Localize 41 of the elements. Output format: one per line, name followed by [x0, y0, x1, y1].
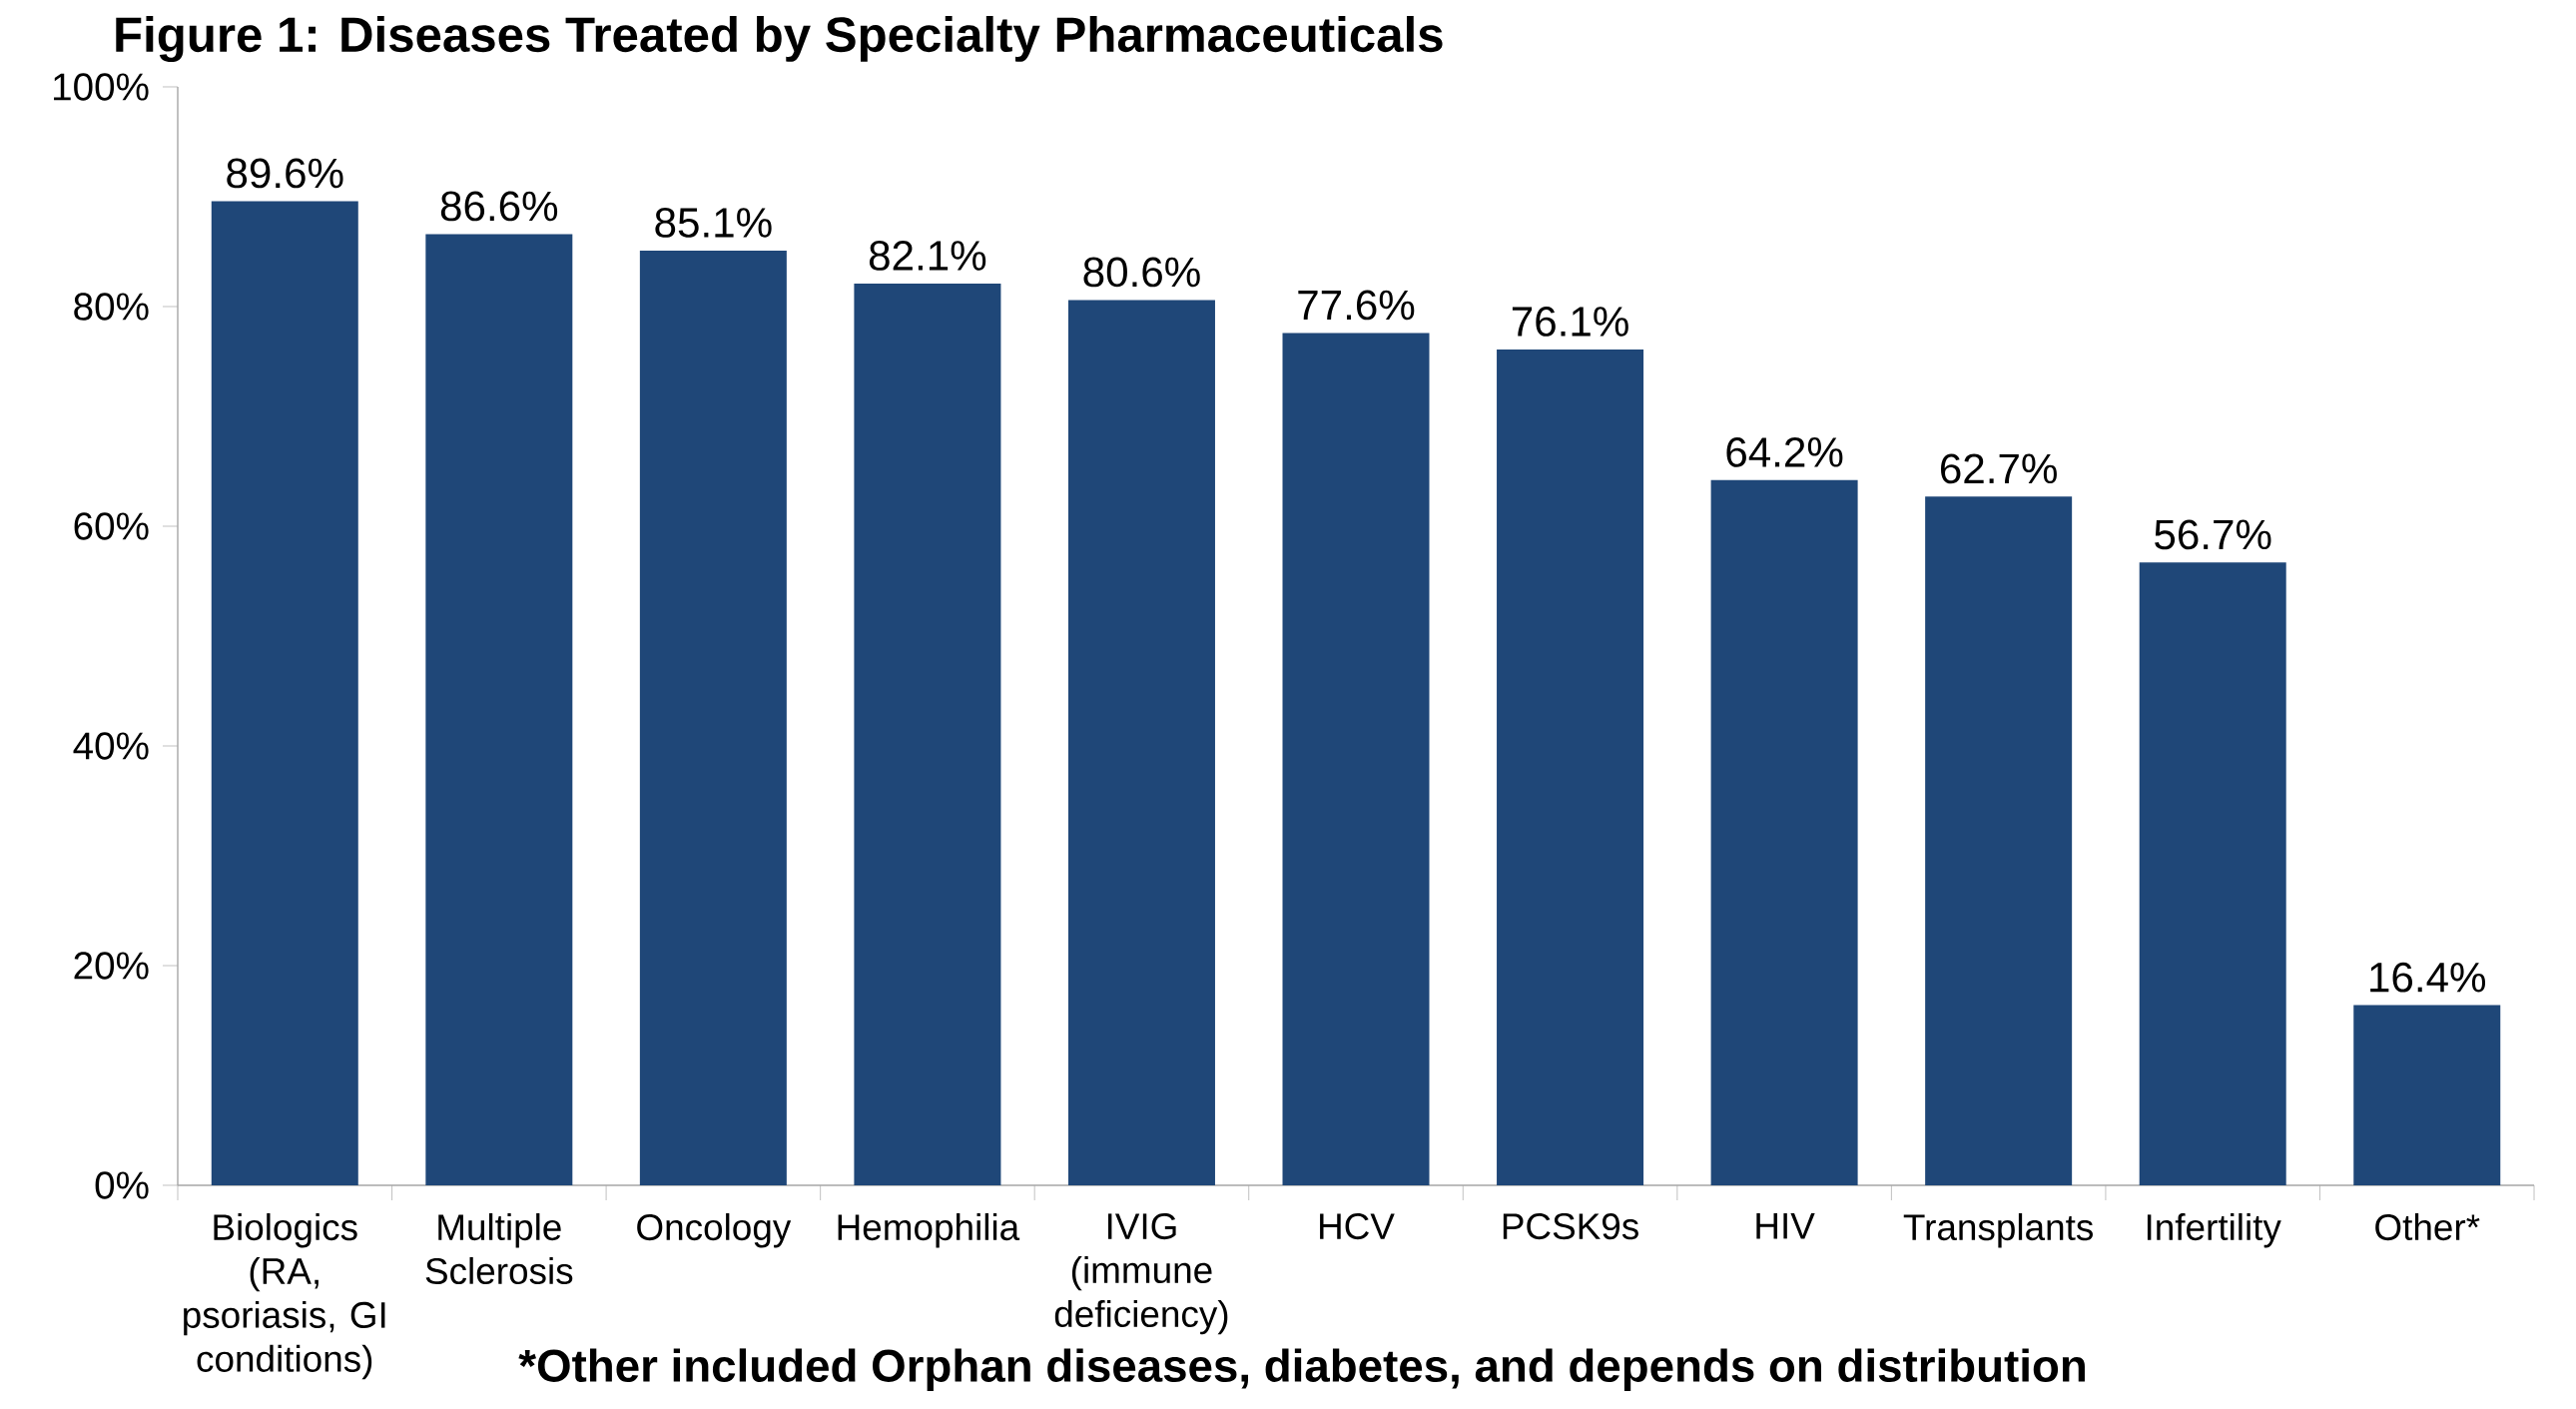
bar [1067, 300, 1215, 1185]
data-label: 82.1% [869, 241, 986, 271]
data-label: 85.1% [655, 208, 772, 238]
x-tick-label: Other* [2375, 1213, 2480, 1241]
x-tick-label: Multiple Sclerosis [425, 1213, 573, 1285]
bar [2139, 562, 2286, 1185]
bar [425, 234, 573, 1185]
y-tick-label: 20% [74, 952, 149, 980]
x-tick-label: HCV [1320, 1213, 1395, 1240]
bar [211, 201, 358, 1185]
bar [1282, 333, 1430, 1185]
y-tick-label: 100% [54, 73, 149, 101]
y-tick-label: 80% [74, 293, 149, 321]
data-label: 76.1% [1512, 307, 1628, 337]
x-tick-label: IVIG (immune deficiency) [1054, 1213, 1228, 1335]
data-label: 56.7% [2155, 519, 2271, 550]
y-tick-label: 60% [74, 512, 149, 540]
chart-title: Figure 1: Diseases Treated by Specialty Pharmaceuticals [116, 15, 1443, 63]
data-label: 77.6% [1298, 290, 1415, 321]
data-label: 16.4% [2370, 962, 2486, 993]
data-label: 80.6% [1083, 257, 1200, 288]
text: *Other included Orphan diseases, diabetes, and depends on distribution [518, 1348, 2085, 1391]
data-label: 89.6% [227, 158, 343, 189]
y-tick-label: 0% [95, 1171, 149, 1199]
bar [2353, 1005, 2501, 1185]
x-tick-label: HIV [1756, 1213, 1815, 1239]
x-tick-label: Transplants [1903, 1213, 2093, 1248]
x-tick-label: Oncology [637, 1213, 792, 1248]
bar [1497, 349, 1644, 1185]
data-label: 62.7% [1941, 453, 2057, 484]
x-tick-label: Infertility [2147, 1213, 2281, 1248]
bar [854, 283, 1001, 1185]
x-tick-label: Hemophilia [838, 1213, 1020, 1248]
bar [1925, 496, 2073, 1185]
data-label: 86.6% [440, 191, 558, 222]
bar [1710, 479, 1858, 1185]
bar [639, 250, 787, 1185]
x-tick-label: Biologics (RA, psoriasis, GI conditions) [184, 1213, 385, 1380]
data-label: 64.2% [1726, 436, 1843, 467]
y-tick-label: 40% [73, 732, 149, 760]
x-tick-label: PCSK9s [1503, 1213, 1638, 1240]
